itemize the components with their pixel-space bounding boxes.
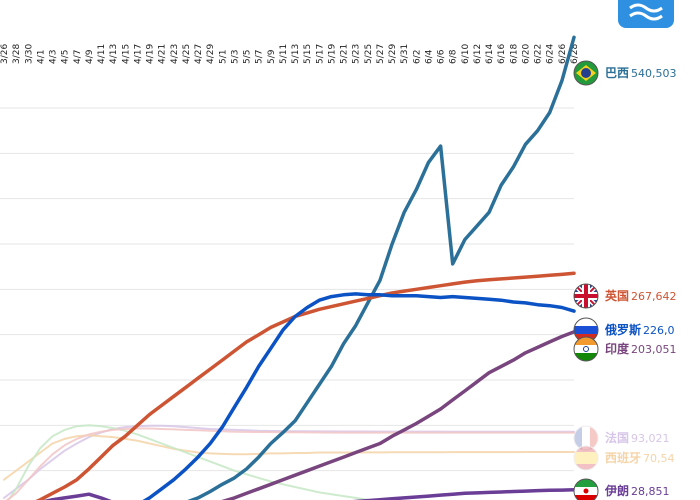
x-tick-label: 3/30: [24, 44, 34, 64]
series-name: 法国: [605, 430, 629, 445]
x-tick-label: 6/8: [449, 49, 459, 64]
spain-flag-icon: [574, 446, 598, 470]
x-tick-label: 6/26: [558, 44, 568, 64]
x-tick-label: 5/7: [255, 50, 265, 64]
series-label-spain: 西班牙 70,54: [573, 445, 675, 471]
x-tick-label: 4/13: [109, 44, 119, 64]
x-tick-label: 5/27: [376, 44, 386, 64]
x-tick-label: 4/19: [146, 44, 156, 64]
series-name: 印度: [605, 341, 630, 356]
x-tick-label: 4/1: [36, 50, 46, 64]
x-tick-label: 3/28: [12, 44, 22, 64]
x-tick-label: 6/14: [485, 44, 495, 64]
series-value: 70,54: [643, 452, 675, 465]
x-tick-label: 6/22: [534, 44, 544, 64]
x-tick-label: 6/24: [546, 44, 556, 64]
x-tick-label: 4/7: [73, 50, 83, 64]
series-lines: [3, 35, 576, 500]
series-value: 267,642: [631, 290, 677, 303]
series-value: 93,021: [631, 432, 670, 445]
series-value: 540,503: [631, 67, 677, 80]
x-tick-label: 5/31: [400, 44, 410, 64]
series-name: 伊朗: [604, 483, 629, 498]
x-tick-label: 5/13: [291, 44, 301, 64]
x-tick-label: 5/15: [303, 44, 313, 64]
x-tick-label: 6/18: [509, 44, 519, 64]
series-value: 226,0: [643, 324, 675, 337]
x-tick-label: 4/15: [121, 44, 131, 64]
x-tick-label: 5/1: [218, 50, 228, 64]
series-name: 西班牙: [605, 450, 641, 465]
x-axis-ticks: 3/26 3/28 3/30 4/1 4/3 4/5 4/7 4/9 4/11 4/13 4/15 4…: [0, 44, 580, 64]
series-line-2: [142, 292, 576, 500]
series-value: 28,851: [631, 485, 670, 498]
france-flag-icon: [574, 426, 598, 450]
series-line-7: [7, 424, 377, 500]
x-tick-label: 4/21: [158, 44, 168, 64]
series-line-6: [43, 488, 576, 500]
x-tick-label: 5/9: [267, 49, 277, 64]
series-label-iran: 伊朗 28,851: [573, 478, 670, 500]
series-value: 203,051: [631, 343, 677, 356]
x-tick-label: 4/23: [170, 44, 180, 64]
series-line-3: [221, 330, 576, 500]
series-line-1: [35, 271, 576, 500]
brazil-flag-icon: [574, 61, 598, 85]
iran-flag-icon: [574, 479, 598, 500]
x-tick-label: 6/28: [570, 44, 580, 64]
x-tick-label: 4/29: [206, 44, 216, 64]
series-name: 巴西: [605, 66, 629, 80]
series-name: 英国: [605, 288, 629, 303]
series-line-0: [187, 35, 576, 500]
x-tick-label: 6/12: [473, 44, 483, 64]
x-tick-label: 5/11: [279, 44, 289, 64]
x-tick-label: 5/21: [340, 44, 350, 64]
series-line-5: [3, 434, 575, 481]
series-label-uk: 英国 267,642: [573, 283, 677, 309]
x-tick-label: 6/2: [412, 50, 422, 64]
x-tick-label: 5/23: [352, 44, 362, 64]
series-name: 俄罗斯: [604, 322, 641, 337]
x-tick-label: 6/10: [461, 44, 471, 64]
series-label-france: 法国 93,021: [573, 425, 670, 451]
x-tick-label: 5/3: [230, 50, 240, 64]
x-tick-label: 4/27: [194, 44, 204, 64]
x-tick-label: 6/16: [497, 44, 507, 64]
x-tick-label: 5/19: [327, 44, 337, 64]
x-tick-label: 5/29: [388, 44, 398, 64]
logo-icon[interactable]: [618, 0, 674, 28]
india-flag-icon: [574, 337, 598, 361]
x-tick-label: 4/17: [133, 44, 143, 64]
x-tick-label: 3/26: [0, 44, 10, 64]
x-tick-label: 5/17: [315, 44, 325, 64]
series-line-4: [3, 424, 575, 499]
uk-flag-icon: [574, 284, 598, 308]
series-label-brazil: 巴西 540,503: [573, 60, 677, 86]
gridlines: [0, 107, 574, 472]
x-tick-label: 4/9: [85, 49, 95, 64]
x-tick-label: 5/25: [364, 44, 374, 64]
x-tick-label: 4/3: [49, 50, 59, 64]
x-tick-label: 4/5: [61, 50, 71, 64]
x-tick-label: 6/6: [437, 49, 447, 64]
wave-icon: [629, 3, 663, 21]
x-tick-label: 6/20: [521, 44, 531, 64]
x-tick-label: 5/5: [243, 50, 253, 64]
series-line-8: [5, 427, 575, 500]
x-tick-label: 4/11: [97, 44, 107, 64]
x-tick-label: 6/4: [424, 49, 434, 64]
x-tick-label: 4/25: [182, 44, 192, 64]
series-label-india: 印度 203,051: [573, 336, 677, 362]
